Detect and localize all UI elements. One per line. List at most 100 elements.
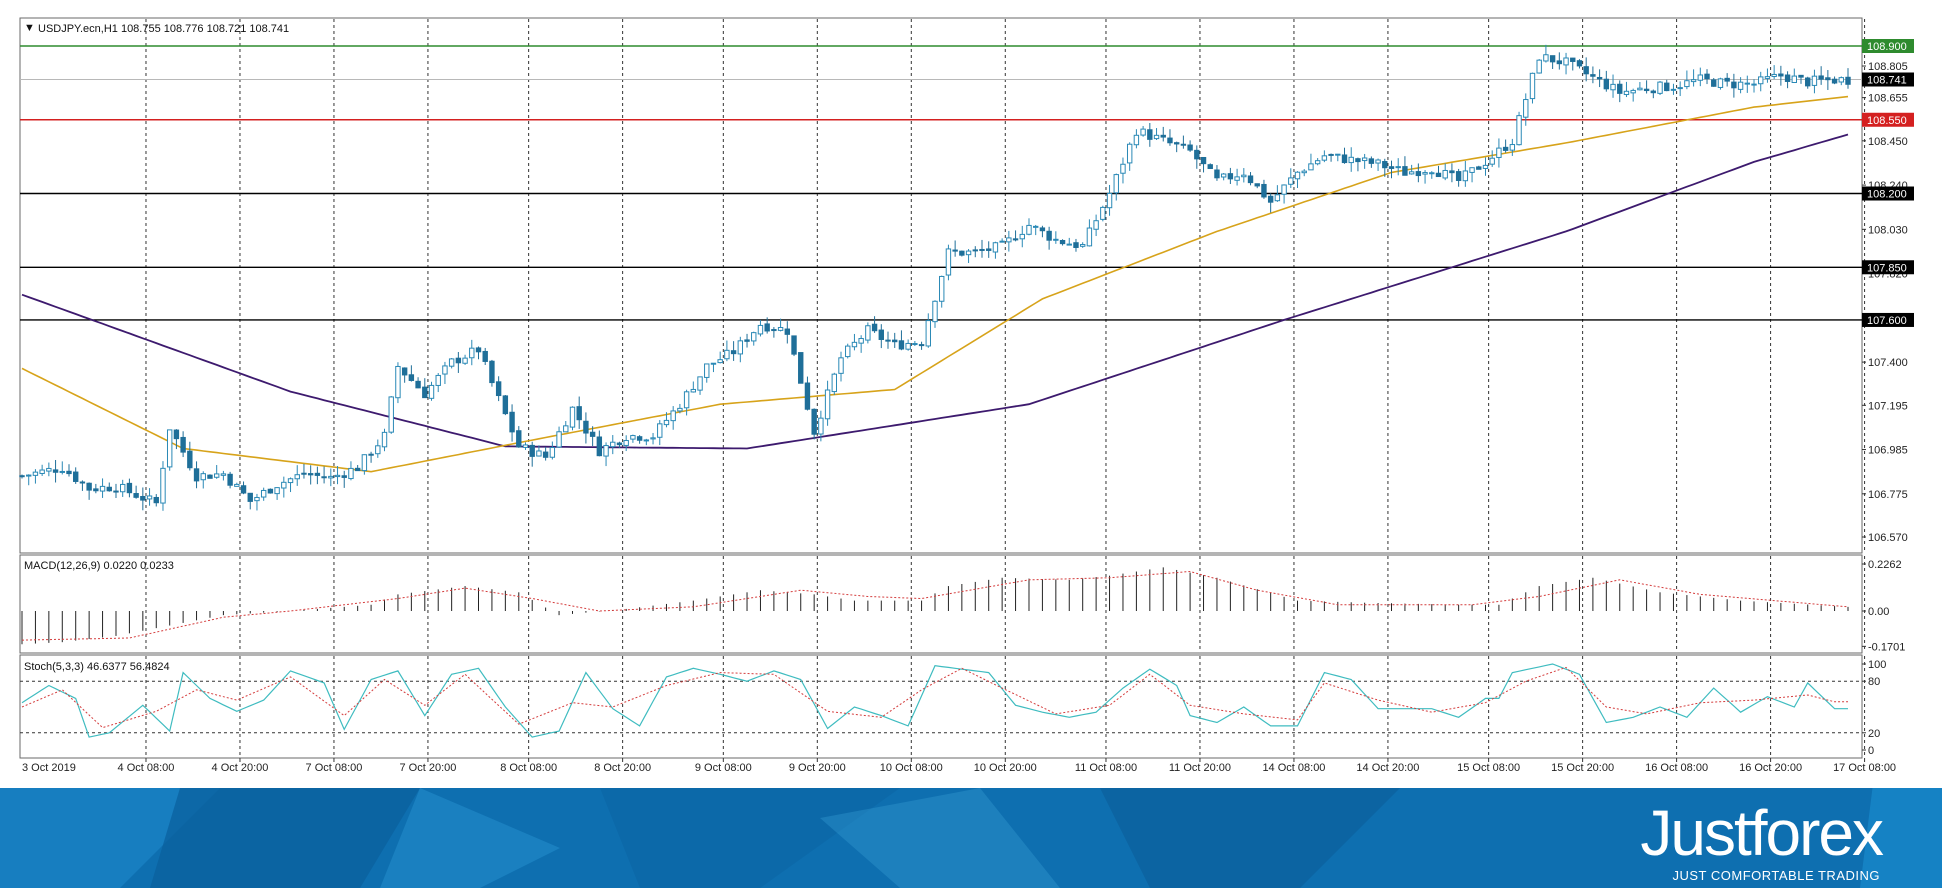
candle-body <box>1556 60 1563 65</box>
candle-body <box>307 473 314 476</box>
candle-body <box>1496 147 1502 158</box>
candle-body <box>1006 237 1012 243</box>
candle-body <box>1429 172 1435 175</box>
price-axis: 108.805108.655108.450108.240108.030107.8… <box>1862 61 1908 544</box>
candle-body <box>1194 149 1200 160</box>
candle-body <box>395 365 401 399</box>
candle-body <box>1267 195 1274 203</box>
time-tick-label: 11 Oct 08:00 <box>1075 762 1137 774</box>
candle-body <box>1180 143 1187 146</box>
candle-body <box>804 382 811 410</box>
price-chart-title: USDJPY.ecn,H1 108.755 108.776 108.721 10… <box>38 23 289 35</box>
candle-body <box>140 495 146 501</box>
candle-body <box>986 248 992 251</box>
candle-body <box>375 445 381 455</box>
symbol-dropdown-icon[interactable]: ▼ <box>24 22 35 34</box>
candle-body <box>616 442 623 446</box>
candle-body <box>824 389 831 420</box>
candle-body <box>878 329 884 340</box>
candle-body <box>1549 55 1556 63</box>
candle-body <box>1791 75 1797 84</box>
candle-body <box>1053 238 1059 241</box>
candle-body <box>1173 142 1180 145</box>
candle-body <box>1200 156 1207 165</box>
candle-body <box>1355 158 1361 163</box>
candle-body <box>1214 169 1220 179</box>
candle-body <box>1093 220 1099 230</box>
candle-body <box>1241 174 1247 178</box>
candle-body <box>247 492 253 502</box>
time-tick-label: 9 Oct 20:00 <box>789 762 846 774</box>
candle-body <box>133 493 139 498</box>
ma-slow-line <box>21 133 1849 450</box>
candle-body <box>354 467 361 472</box>
candle-body <box>173 429 180 440</box>
candle-body <box>717 359 723 364</box>
candle-body <box>1046 230 1052 241</box>
candle-body <box>234 483 240 487</box>
price-tick-label: 107.400 <box>1868 357 1908 369</box>
stoch-tick-label: 100 <box>1868 659 1886 671</box>
time-tick-label: 14 Oct 20:00 <box>1356 762 1419 774</box>
candle-body <box>1482 164 1489 169</box>
stoch-panel-frame <box>19 654 1863 759</box>
candle-body <box>777 326 784 331</box>
price-tick-label: 108.655 <box>1868 93 1908 105</box>
candle-body <box>1570 57 1576 62</box>
candle-body <box>502 395 509 415</box>
candle-body <box>39 469 45 474</box>
candle-body <box>1227 173 1234 180</box>
time-tick-label: 7 Oct 20:00 <box>400 762 457 774</box>
candle-body <box>992 242 999 253</box>
candle-body <box>1086 227 1093 247</box>
price-tick-label: 106.985 <box>1868 445 1908 457</box>
candle-body <box>1220 173 1227 178</box>
candle-body <box>281 481 287 489</box>
candle-body <box>1422 172 1428 175</box>
candle-body <box>1449 170 1455 174</box>
level-price-tags: 108.900 108.550 108.200 107.850 107.600 108.7… <box>1862 39 1914 327</box>
level-tag-label: 107.600 <box>1867 315 1907 327</box>
candle-body <box>912 343 918 346</box>
candle-body <box>301 472 307 475</box>
candle-body <box>845 345 851 358</box>
candle-body <box>1563 57 1569 66</box>
candle-body <box>1509 144 1516 151</box>
candle-body <box>730 350 737 355</box>
candle-body <box>892 339 898 343</box>
stoch-tick-label: 0 <box>1868 745 1874 757</box>
level-tag-label: 107.850 <box>1867 262 1907 274</box>
candle-body <box>166 429 173 468</box>
time-tick-label: 7 Oct 08:00 <box>306 762 363 774</box>
candle-body <box>59 470 65 473</box>
candle-body <box>751 332 757 342</box>
candle-body <box>1301 170 1307 174</box>
candle-body <box>1032 225 1039 228</box>
candle-body <box>1106 192 1113 209</box>
candle-body <box>1207 164 1213 169</box>
candle-body <box>683 391 690 409</box>
macd-axis: 0.2262 0.00 -0.1701 <box>1862 559 1905 653</box>
vertical-gridlines <box>145 19 1866 757</box>
price-tick-label: 108.030 <box>1868 224 1908 236</box>
candle-body <box>73 471 79 482</box>
stoch-tick-label: 20 <box>1868 728 1880 740</box>
candle-body <box>294 474 300 480</box>
time-tick-label: 15 Oct 08:00 <box>1457 762 1520 774</box>
candle-body <box>657 423 663 438</box>
candle-body <box>146 495 153 500</box>
candle-body <box>368 453 374 456</box>
candle-body <box>972 249 978 252</box>
candle-body <box>180 436 186 453</box>
candle-body <box>1690 79 1697 83</box>
candle-body <box>1476 166 1482 170</box>
candle-body <box>1113 174 1119 194</box>
candle-body <box>1133 134 1140 146</box>
time-tick-label: 10 Oct 20:00 <box>974 762 1037 774</box>
candle-body <box>1234 176 1240 181</box>
candle-body <box>1516 115 1522 146</box>
candle-body <box>489 360 495 384</box>
candle-body <box>1596 76 1603 80</box>
candle-body <box>1254 183 1260 187</box>
